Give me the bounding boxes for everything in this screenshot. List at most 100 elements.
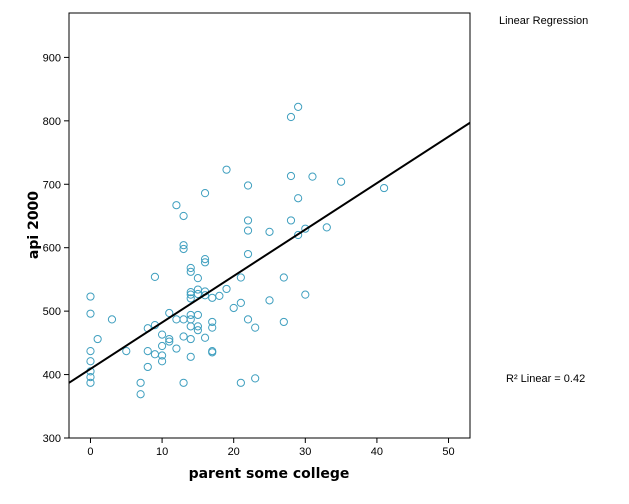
data-point [186,263,195,273]
data-point [337,177,346,186]
data-point [229,303,238,313]
data-point [200,291,210,300]
data-point [215,291,224,301]
data-point [150,350,160,359]
data-point [286,112,296,122]
data-point [157,351,167,360]
data-point [86,346,95,356]
y-axis: 300 400 500 600 700 800 900 [43,52,69,445]
x-tick-label: 20 [228,446,240,458]
y-axis-title: api 2000 [26,191,42,259]
data-point [243,181,253,190]
data-point [294,194,303,203]
data-point [379,183,389,193]
data-point [301,290,310,299]
data-point [243,216,253,225]
x-axis: 0 10 20 30 40 50 [87,438,455,458]
data-point [322,223,331,232]
data-point [86,292,95,301]
data-point [222,165,231,174]
data-point [86,373,95,382]
data-point [186,315,195,324]
data-point [93,334,102,344]
data-point [265,296,274,305]
data-point [236,298,245,307]
data-point [200,258,210,267]
data-point [172,344,181,353]
data-point [265,227,274,236]
regression-line [68,121,471,384]
data-point [301,224,310,233]
x-tick-label: 0 [87,446,93,458]
data-point [107,315,117,324]
data-point [251,374,260,383]
data-point [186,267,195,276]
data-point [208,293,217,302]
data-point [86,357,95,366]
data-point [208,348,217,357]
data-point [86,309,95,318]
data-point [193,326,202,335]
data-point [186,334,195,344]
data-point [86,378,95,387]
data-point [179,378,188,387]
data-point [294,102,303,111]
y-tick-label: 500 [43,306,61,318]
data-point [150,272,160,281]
data-point [236,273,245,282]
data-point [143,346,152,356]
data-point [172,201,181,210]
data-point [243,315,253,324]
data-point [243,249,253,259]
data-point [179,241,188,250]
data-point [294,230,303,240]
data-point [200,255,210,264]
y-tick-label: 600 [43,243,61,255]
data-point [286,216,296,225]
data-point [143,362,152,372]
data-point [179,332,188,341]
data-point [136,378,145,387]
data-point [179,244,188,254]
data-point [136,390,145,399]
plot-frame [68,12,471,439]
data-point [179,315,188,324]
data-points [86,102,389,399]
legend-label: Linear Regression [499,15,588,27]
data-point [186,322,195,331]
y-tick-label: 400 [43,370,61,382]
data-point [179,211,188,221]
data-point [186,352,195,361]
data-point [157,357,167,366]
data-point [165,337,174,346]
data-point [172,315,181,324]
data-point [308,172,317,181]
data-point [186,294,195,303]
y-tick-label: 300 [43,433,61,445]
data-point [236,378,245,387]
data-point [122,346,131,356]
x-tick-label: 30 [299,446,311,458]
data-point [157,341,167,351]
x-axis-title: parent some college [189,466,350,482]
data-point [279,273,288,282]
data-point [157,330,167,339]
data-point [208,317,217,327]
x-tick-label: 50 [442,446,454,458]
data-point [286,171,296,181]
data-point [193,310,202,320]
data-point [193,274,202,283]
data-point [200,333,210,342]
data-point [165,334,174,344]
y-tick-label: 800 [43,116,61,128]
data-point [208,323,217,332]
x-tick-label: 40 [371,446,383,458]
data-point [279,317,288,327]
r-squared-label: R² Linear = 0.42 [506,373,585,385]
data-point [193,322,202,331]
data-point [222,284,231,294]
x-tick-label: 10 [156,446,168,458]
data-point [200,189,210,198]
y-tick-label: 700 [43,179,61,191]
